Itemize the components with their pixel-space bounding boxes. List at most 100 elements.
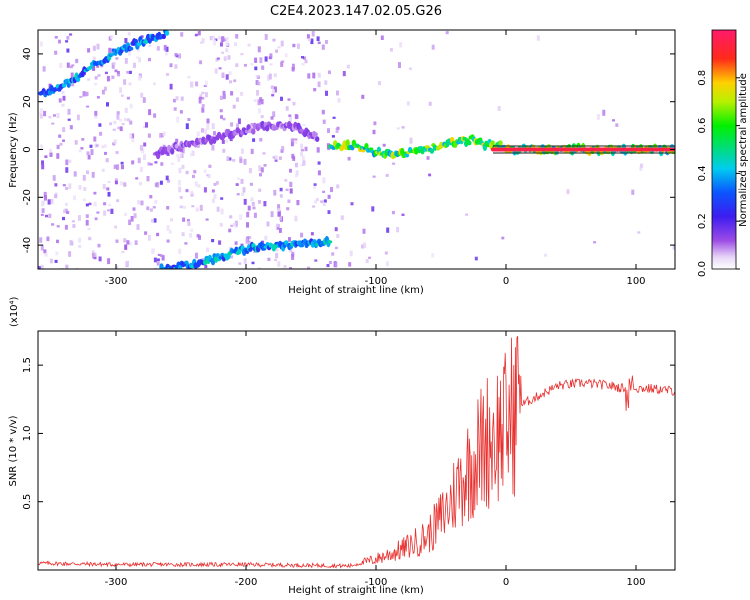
spectrogram-cell bbox=[94, 217, 98, 221]
spectrogram-cell bbox=[176, 116, 180, 123]
spectrogram-cell bbox=[640, 163, 644, 168]
spectrogram-cells bbox=[38, 30, 675, 269]
spectrogram-cell bbox=[372, 175, 376, 178]
spectrogram-feature-3-cell bbox=[429, 148, 435, 154]
spectrogram-cell bbox=[334, 227, 338, 232]
spectrogram-cell bbox=[80, 147, 84, 150]
spectrogram-cell bbox=[82, 91, 86, 97]
snr-series bbox=[38, 336, 675, 569]
spectrogram-cell bbox=[361, 94, 365, 99]
spectrogram-cell bbox=[69, 33, 73, 36]
spectrogram-cell bbox=[170, 162, 174, 165]
spectrogram-cell bbox=[128, 241, 132, 246]
spectrogram-cell bbox=[247, 240, 251, 246]
spectrogram-cell bbox=[93, 252, 97, 257]
spectrogram-cell bbox=[180, 32, 184, 37]
spectrogram-cell bbox=[82, 174, 86, 181]
spectrogram-cell bbox=[294, 215, 298, 222]
spectrogram-cell bbox=[213, 39, 217, 46]
spectrogram-cell bbox=[262, 152, 266, 155]
spectrogram-cell bbox=[45, 214, 48, 218]
spectrogram-cell bbox=[153, 257, 157, 263]
spectrogram-cell bbox=[54, 51, 58, 55]
spectrogram-cell bbox=[169, 63, 173, 68]
spectrogram-cell bbox=[149, 163, 153, 166]
spectrogram-cell bbox=[61, 103, 65, 107]
spectrogram-cell bbox=[142, 97, 146, 103]
spectrogram-cell bbox=[59, 62, 63, 68]
spectrogram-cell bbox=[76, 114, 80, 121]
spectrogram-cell bbox=[56, 153, 60, 159]
spectrogram-cell bbox=[272, 156, 276, 159]
spectrogram-cell bbox=[65, 187, 69, 190]
spectrogram-feature-2-cell bbox=[265, 124, 270, 132]
spectrogram-cell bbox=[241, 192, 245, 196]
spectrogram-cell bbox=[294, 114, 298, 120]
spectrogram-cell bbox=[386, 227, 390, 233]
spectrogram-cell bbox=[221, 72, 225, 78]
spectrogram-feature-0-cell bbox=[161, 33, 166, 40]
colorbar-ticks: 0.0 0.2 0.4 0.6 0.8 bbox=[697, 70, 740, 277]
spectrogram-cell bbox=[185, 123, 189, 130]
spectrogram-cell bbox=[230, 255, 234, 259]
spectrogram-y-ticks: -40 -20 0 20 40 bbox=[22, 48, 675, 253]
spectrogram-cell bbox=[85, 203, 89, 207]
spectrogram-cell bbox=[279, 215, 283, 221]
spectrogram-cell bbox=[280, 40, 284, 47]
x-tick-label: 0 bbox=[503, 276, 509, 287]
snr-y-multiplier: (x10⁴) bbox=[9, 296, 20, 327]
spectrogram-cell bbox=[179, 205, 183, 209]
spectrogram-cell bbox=[239, 214, 243, 220]
spectrogram-cell bbox=[138, 57, 142, 63]
spectrogram-cell bbox=[266, 75, 270, 81]
x-tick-label: -200 bbox=[235, 276, 258, 287]
spectrogram-cell bbox=[113, 120, 117, 125]
spectrogram-cell bbox=[248, 167, 252, 174]
spectrogram-cell bbox=[86, 151, 90, 156]
spectrogram-cell bbox=[108, 203, 111, 207]
spectrogram-cell bbox=[384, 251, 388, 255]
spectrogram-cell bbox=[93, 191, 97, 195]
snr-x-axis-label: Height of straight line (km) bbox=[288, 585, 424, 596]
spectrogram-cell bbox=[255, 80, 259, 85]
spectrogram-cell bbox=[110, 208, 114, 214]
spectrogram-cell bbox=[137, 199, 141, 205]
spectrogram-cell bbox=[48, 116, 52, 119]
spectrogram-cell bbox=[114, 225, 118, 229]
spectrogram-cell bbox=[130, 216, 134, 222]
spectrogram-cell bbox=[240, 92, 244, 96]
spectrogram-cell bbox=[198, 97, 202, 104]
spectrogram-cell bbox=[179, 110, 183, 114]
spectrogram-cell bbox=[280, 61, 284, 67]
spectrogram-cell bbox=[133, 62, 136, 69]
spectrogram-cell bbox=[113, 139, 117, 145]
spectrogram-cell bbox=[242, 187, 246, 193]
spectrogram-cell bbox=[49, 148, 52, 154]
spectrogram-cell bbox=[42, 66, 46, 72]
spectrogram-cell bbox=[176, 153, 179, 157]
spectrogram-cell bbox=[195, 252, 198, 259]
spectrogram-cell bbox=[165, 52, 168, 56]
spectrogram-cell bbox=[251, 202, 255, 206]
spectrogram-feature-0-cell bbox=[136, 42, 142, 47]
spectrogram-cell bbox=[197, 31, 201, 36]
spectrogram-cell bbox=[186, 219, 190, 222]
spectrogram-cell bbox=[214, 68, 218, 74]
spectrogram-cell bbox=[226, 156, 230, 161]
spectrogram-cell bbox=[140, 200, 144, 206]
spectrogram-cell bbox=[243, 63, 247, 67]
spectrogram-cell bbox=[69, 65, 73, 69]
spectrogram-cell bbox=[187, 76, 191, 79]
spectrogram-cell bbox=[161, 255, 165, 261]
spectrogram-cell bbox=[119, 87, 123, 93]
spectrogram-cell bbox=[174, 64, 178, 69]
spectrogram-cell bbox=[361, 244, 365, 249]
spectrogram-cell bbox=[639, 166, 643, 171]
spectrogram-cell bbox=[78, 215, 81, 221]
spectrogram-cell bbox=[408, 67, 412, 70]
spectrogram-cell bbox=[204, 80, 208, 86]
spectrogram-cell bbox=[205, 218, 209, 221]
spectrogram-cell bbox=[56, 225, 60, 228]
spectrogram-cell bbox=[102, 184, 106, 190]
spectrogram-cell bbox=[637, 231, 641, 234]
